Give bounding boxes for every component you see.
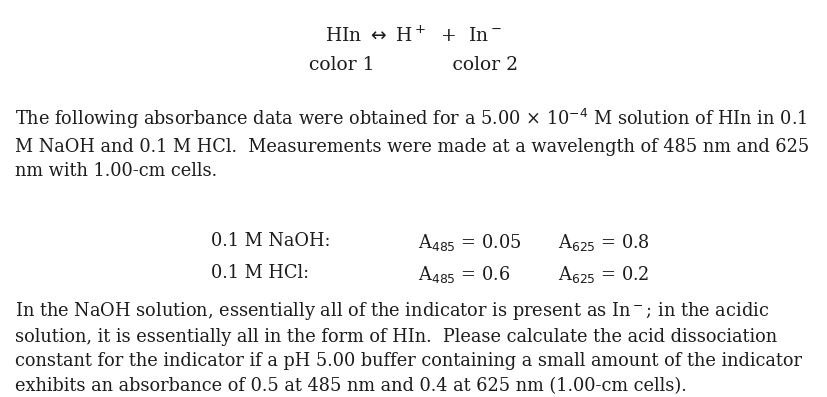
Text: The following absorbance data were obtained for a 5.00 × 10$^{-4}$ M solution of: The following absorbance data were obtai…	[15, 107, 809, 180]
Text: A$_{485}$ = 0.05: A$_{485}$ = 0.05	[418, 232, 521, 253]
Text: 0.1 M HCl:: 0.1 M HCl:	[211, 264, 309, 282]
Text: color 1             color 2: color 1 color 2	[309, 56, 518, 73]
Text: A$_{625}$ = 0.2: A$_{625}$ = 0.2	[558, 264, 650, 285]
Text: HIn $\leftrightarrow$ H$^+$  +  In$^-$: HIn $\leftrightarrow$ H$^+$ + In$^-$	[325, 26, 502, 46]
Text: A$_{485}$ = 0.6: A$_{485}$ = 0.6	[418, 264, 510, 285]
Text: In the NaOH solution, essentially all of the indicator is present as In$^-$; in : In the NaOH solution, essentially all of…	[15, 300, 802, 395]
Text: 0.1 M NaOH:: 0.1 M NaOH:	[211, 232, 330, 250]
Text: A$_{625}$ = 0.8: A$_{625}$ = 0.8	[558, 232, 650, 253]
